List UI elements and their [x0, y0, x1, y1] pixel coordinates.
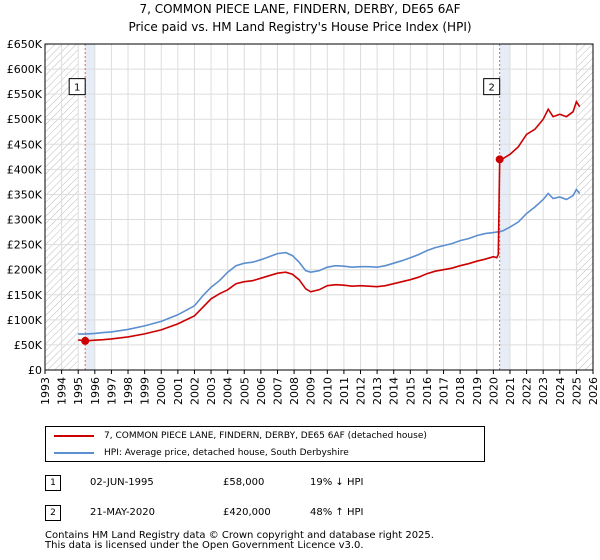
sale-hpi-1: 19% ↓ HPI — [310, 477, 364, 488]
y-tick-label: £150K — [7, 289, 43, 302]
x-tick-label: 2008 — [288, 377, 301, 405]
legend-label-property: 7, COMMON PIECE LANE, FINDERN, DERBY, DE… — [104, 431, 427, 441]
x-tick-label: 2001 — [172, 377, 185, 405]
legend-swatch-red — [54, 435, 94, 437]
shaded-band-2 — [499, 44, 510, 370]
x-tick-label: 1999 — [139, 377, 152, 405]
x-tick-label: 2019 — [471, 377, 484, 405]
footer-line-2: This data is licensed under the Open Gov… — [45, 540, 364, 551]
x-tick-label: 2017 — [438, 377, 451, 405]
x-tick-label: 2002 — [188, 377, 201, 405]
x-tick-label: 2013 — [371, 377, 384, 405]
sale-label-box-2 — [483, 78, 501, 96]
legend-item-property: 7, COMMON PIECE LANE, FINDERN, DERBY, DE… — [54, 428, 427, 444]
x-tick-label: 2020 — [487, 377, 500, 405]
x-tick-label: 2005 — [238, 377, 251, 405]
footer-attribution: Contains HM Land Registry data © Crown c… — [45, 531, 434, 551]
shaded-band-1 — [85, 44, 95, 370]
x-tick-label: 2024 — [554, 377, 567, 405]
x-tick-label: 2006 — [255, 377, 268, 405]
x-tick-label: 2003 — [205, 377, 218, 405]
sale-point-1 — [81, 336, 90, 345]
x-tick-label: 2021 — [504, 377, 517, 405]
sale-marker-2: 2 — [45, 505, 61, 521]
sale-price-1: £58,000 — [223, 477, 265, 488]
y-tick-label: £0 — [28, 364, 42, 377]
chart-title: 7, COMMON PIECE LANE, FINDERN, DERBY, DE… — [139, 2, 460, 16]
legend-label-hpi: HPI: Average price, detached house, Sout… — [104, 448, 349, 458]
x-tick-label: 1994 — [56, 377, 69, 405]
x-tick-label: 2014 — [388, 377, 401, 405]
y-tick-label: £650K — [7, 38, 43, 51]
y-tick-label: £50K — [14, 339, 43, 352]
y-tick-label: £450K — [7, 138, 43, 151]
sale-point-2 — [495, 155, 504, 164]
sale-label-2: 2 — [488, 83, 494, 94]
hatched-region-2 — [576, 44, 593, 370]
sale-price-2: £420,000 — [223, 507, 271, 518]
legend-item-hpi: HPI: Average price, detached house, Sout… — [54, 445, 349, 461]
x-tick-label: 2016 — [421, 377, 434, 405]
y-tick-label: £100K — [7, 314, 43, 327]
footer-line-1: Contains HM Land Registry data © Crown c… — [45, 530, 434, 541]
x-tick-label: 2007 — [271, 377, 284, 405]
y-tick-label: £550K — [7, 88, 43, 101]
y-tick-label: £300K — [7, 214, 43, 227]
hpi-series-line — [78, 187, 581, 335]
x-tick-label: 2004 — [222, 377, 235, 405]
x-tick-label: 2010 — [321, 377, 334, 405]
x-tick-label: 2015 — [404, 377, 417, 405]
y-tick-label: £500K — [7, 113, 43, 126]
sale-row-1: 1 02-JUN-1995 £58,000 19% ↓ HPI — [45, 475, 465, 495]
x-tick-label: 1993 — [39, 377, 52, 405]
sale-date-1: 02-JUN-1995 — [90, 477, 154, 488]
x-tick-label: 2023 — [537, 377, 550, 405]
x-tick-label: 1995 — [72, 377, 85, 405]
chart-subtitle: Price paid vs. HM Land Registry's House … — [128, 20, 471, 34]
x-tick-label: 1996 — [89, 377, 102, 405]
x-tick-label: 1997 — [105, 377, 118, 405]
y-tick-label: £350K — [7, 188, 43, 201]
sale-hpi-2: 48% ↑ HPI — [310, 507, 364, 518]
price-chart: 7, COMMON PIECE LANE, FINDERN, DERBY, DE… — [7, 2, 600, 405]
y-tick-label: £250K — [7, 239, 43, 252]
x-tick-label: 1998 — [122, 377, 135, 405]
legend-swatch-blue — [54, 452, 94, 454]
x-tick-label: 2022 — [521, 377, 534, 405]
y-tick-label: £400K — [7, 163, 43, 176]
x-tick-label: 2012 — [355, 377, 368, 405]
x-tick-label: 2009 — [305, 377, 318, 405]
x-tick-label: 2000 — [155, 377, 168, 405]
x-tick-label: 2018 — [454, 377, 467, 405]
plot-background — [45, 44, 593, 370]
sale-date-2: 21-MAY-2020 — [90, 507, 156, 518]
y-tick-label: £600K — [7, 63, 43, 76]
legend: 7, COMMON PIECE LANE, FINDERN, DERBY, DE… — [45, 426, 485, 462]
x-tick-label: 2025 — [570, 377, 583, 405]
sale-label-1: 1 — [74, 83, 80, 94]
sale-label-box-1 — [68, 78, 86, 96]
plot-frame — [44, 43, 594, 371]
sale-row-2: 2 21-MAY-2020 £420,000 48% ↑ HPI — [45, 505, 465, 525]
y-tick-label: £200K — [7, 264, 43, 277]
property-series-line — [78, 99, 581, 342]
x-tick-label: 2026 — [587, 377, 600, 405]
x-tick-label: 2011 — [338, 377, 351, 405]
sale-marker-1: 1 — [45, 475, 61, 491]
